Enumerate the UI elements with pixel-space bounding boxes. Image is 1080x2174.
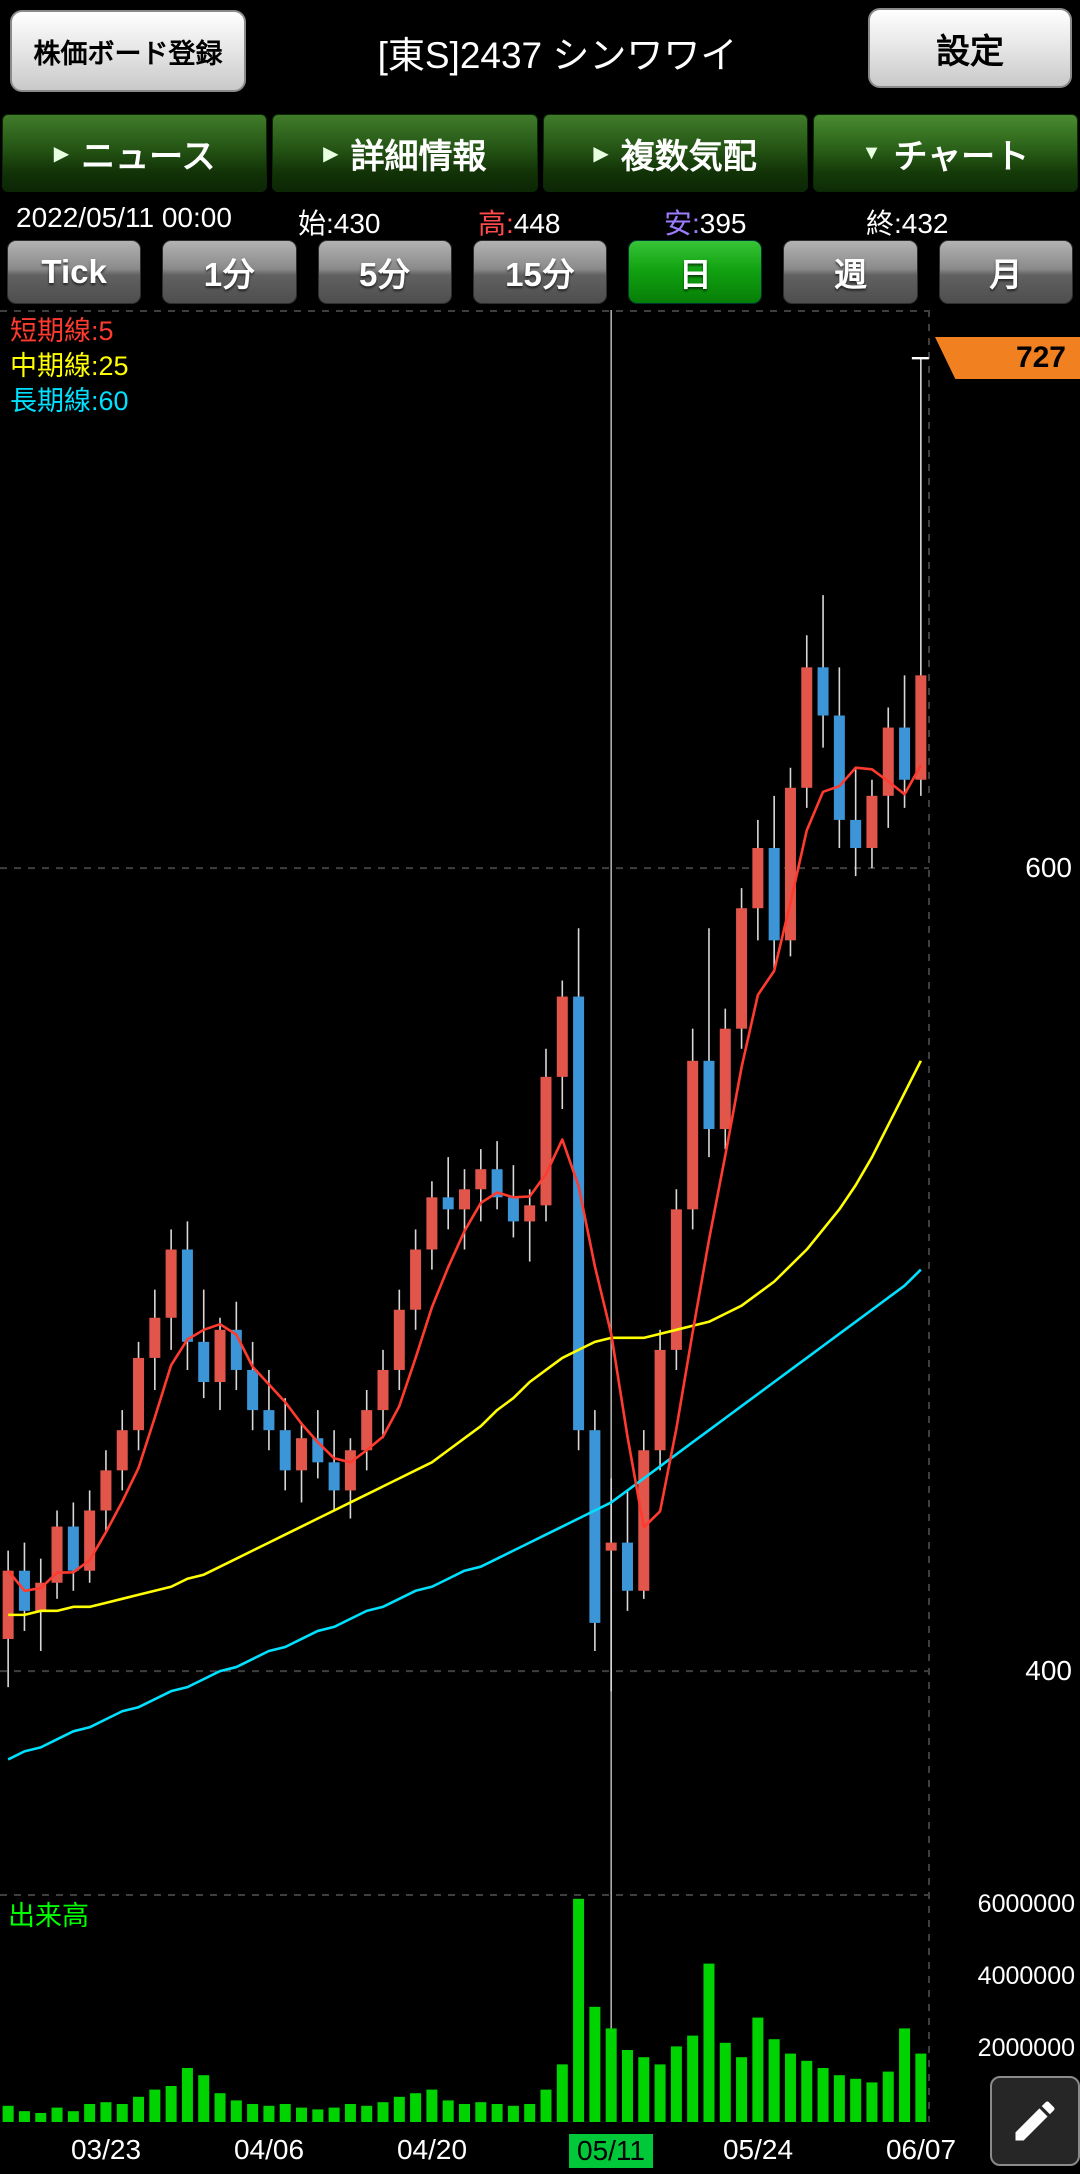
draw-tool-button[interactable] xyxy=(990,2076,1080,2166)
x-axis-label: 04/06 xyxy=(233,2134,305,2165)
volume-axis-label-2m: 2000000 xyxy=(977,2034,1075,2062)
timeframe-monthly-button[interactable]: 月 xyxy=(938,240,1073,304)
quote-info-row: 2022/05/11 00:00 始:430 高:448 安:395 終:432 xyxy=(0,202,1080,239)
ma-legend: 短期線:5 中期線:25 長期線:60 xyxy=(10,314,129,419)
price-axis-label-600: 600 xyxy=(1025,852,1072,883)
x-axis-label-selected: 05/11 xyxy=(569,2134,653,2168)
triangle-down-icon: ▼ xyxy=(861,141,882,164)
chart-area: 短期線:5 中期線:25 長期線:60 727 600 400 出来高 6000… xyxy=(0,310,1080,2174)
quote-low: 安:395 xyxy=(664,208,747,239)
tab-multi-quote[interactable]: ▶ 複数気配 xyxy=(542,114,808,192)
low-label: 安: xyxy=(664,208,700,239)
x-axis-label: 06/07 xyxy=(885,2134,957,2165)
tab-chart-label: チャート xyxy=(893,137,1030,176)
triangle-right-icon: ▶ xyxy=(53,142,70,165)
pencil-icon xyxy=(1015,2101,1055,2141)
timeframe-daily-button[interactable]: 日 xyxy=(628,240,763,304)
x-axis-label: 03/23 xyxy=(70,2134,142,2165)
page-title: [東S]2437 シンワワイ xyxy=(377,35,738,76)
ma-short-legend: 短期線:5 xyxy=(10,316,114,346)
tab-bar: ▶ ニュース ▶ 詳細情報 ▶ 複数気配 ▼ チャート xyxy=(0,114,1080,192)
triangle-right-icon: ▶ xyxy=(323,142,339,165)
high-label: 高: xyxy=(478,208,514,239)
volume-axis-label-6m: 6000000 xyxy=(977,1890,1075,1918)
close-label: 終: xyxy=(866,208,902,239)
open-label: 始: xyxy=(298,208,334,239)
timeframe-button-row: Tick 1分 5分 15分 日 週 月 xyxy=(0,240,1080,304)
tab-multi-quote-label: 複数気配 xyxy=(620,137,757,176)
volume-axis-label-4m: 4000000 xyxy=(977,1962,1075,1990)
quote-open: 始:430 xyxy=(298,208,381,239)
tab-news[interactable]: ▶ ニュース xyxy=(2,114,268,192)
x-axis-label: 04/20 xyxy=(396,2134,468,2165)
timeframe-15min-button[interactable]: 15分 xyxy=(472,240,608,304)
board-register-button[interactable]: 株価ボード登録 xyxy=(10,10,246,92)
settings-button[interactable]: 設定 xyxy=(868,8,1072,88)
x-axis-label: 05/24 xyxy=(722,2134,794,2165)
quote-datetime: 2022/05/11 00:00 xyxy=(16,202,232,233)
tab-detail-info[interactable]: ▶ 詳細情報 xyxy=(272,114,538,192)
timeframe-1min-button[interactable]: 1分 xyxy=(162,240,297,304)
current-price-tag: 727 xyxy=(935,337,1080,379)
price-axis-label-400: 400 xyxy=(1025,1655,1072,1686)
tab-detail-info-label: 詳細情報 xyxy=(350,137,487,176)
triangle-right-icon: ▶ xyxy=(593,142,609,165)
timeframe-5min-button[interactable]: 5分 xyxy=(317,240,452,304)
ma-mid-legend: 中期線:25 xyxy=(10,351,129,381)
tab-news-label: ニュース xyxy=(81,137,216,176)
tab-chart[interactable]: ▼ チャート xyxy=(812,114,1078,192)
app-header: 株価ボード登録 [東S]2437 シンワワイ 設定 xyxy=(0,0,1080,104)
quote-close: 終:432 xyxy=(866,208,949,239)
timeframe-tick-button[interactable]: Tick xyxy=(7,240,142,304)
candlestick-chart[interactable] xyxy=(0,310,1080,2174)
ma-long-legend: 長期線:60 xyxy=(10,386,129,416)
timeframe-weekly-button[interactable]: 週 xyxy=(783,240,918,304)
volume-panel-label: 出来高 xyxy=(8,1901,89,1931)
quote-high: 高:448 xyxy=(478,208,561,239)
